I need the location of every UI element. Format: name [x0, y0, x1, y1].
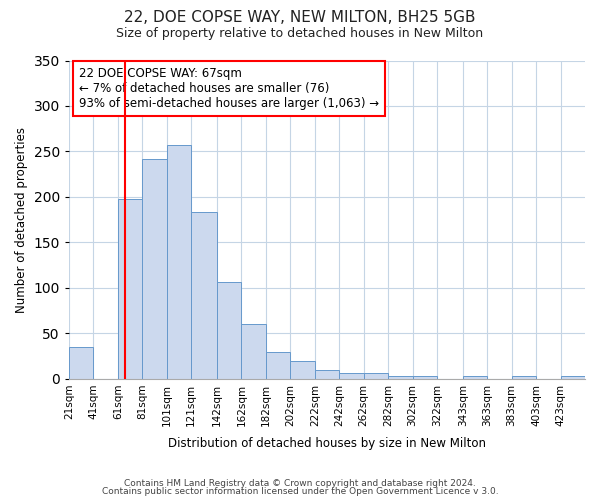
Bar	[167, 145, 191, 379]
Bar	[191, 212, 217, 379]
Bar	[290, 360, 315, 379]
Bar	[266, 352, 290, 379]
Bar	[315, 370, 339, 379]
Bar	[512, 376, 536, 379]
Text: Contains public sector information licensed under the Open Government Licence v : Contains public sector information licen…	[101, 487, 499, 496]
Bar	[339, 374, 364, 379]
X-axis label: Distribution of detached houses by size in New Milton: Distribution of detached houses by size …	[168, 437, 486, 450]
Bar	[463, 376, 487, 379]
Text: 22, DOE COPSE WAY, NEW MILTON, BH25 5GB: 22, DOE COPSE WAY, NEW MILTON, BH25 5GB	[124, 10, 476, 25]
Bar	[241, 324, 266, 379]
Bar	[69, 347, 94, 379]
Y-axis label: Number of detached properties: Number of detached properties	[15, 126, 28, 312]
Bar	[142, 159, 167, 379]
Bar	[217, 282, 241, 379]
Text: Size of property relative to detached houses in New Milton: Size of property relative to detached ho…	[116, 28, 484, 40]
Bar	[413, 376, 437, 379]
Text: Contains HM Land Registry data © Crown copyright and database right 2024.: Contains HM Land Registry data © Crown c…	[124, 478, 476, 488]
Bar	[364, 374, 388, 379]
Text: 22 DOE COPSE WAY: 67sqm
← 7% of detached houses are smaller (76)
93% of semi-det: 22 DOE COPSE WAY: 67sqm ← 7% of detached…	[79, 67, 379, 110]
Bar	[388, 376, 413, 379]
Bar	[560, 376, 585, 379]
Bar	[118, 199, 142, 379]
